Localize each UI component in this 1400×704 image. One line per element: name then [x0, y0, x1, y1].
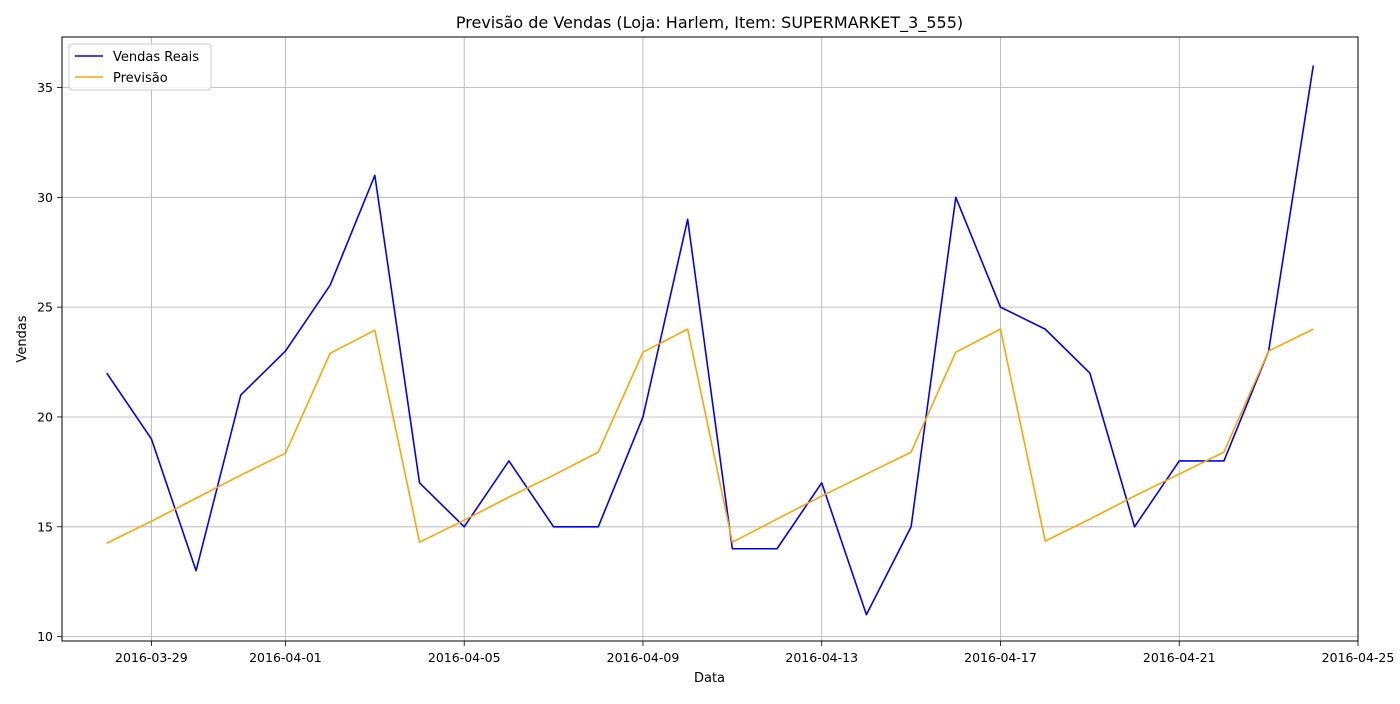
legend-label-vendas-reais: Vendas Reais [113, 50, 199, 65]
series-line-previsao [106, 328, 1314, 544]
y-axis-label: Vendas [15, 315, 30, 362]
series-layer [106, 65, 1315, 616]
legend-box [68, 43, 212, 91]
x-tick-label: 2016-04-21 [1143, 650, 1216, 665]
x-tick-label: 2016-04-17 [964, 650, 1037, 665]
y-tick-label: 20 [37, 409, 53, 424]
grid [62, 37, 1359, 641]
y-tick-label: 35 [37, 80, 53, 95]
legend: Vendas Reais Previsão [68, 43, 212, 91]
y-tick-label: 30 [37, 190, 53, 205]
x-axis: 2016-03-29 2016-04-01 2016-04-05 2016-04-09… [115, 641, 1394, 665]
legend-label-previsao: Previsão [113, 71, 168, 86]
x-tick-label: 2016-04-05 [428, 650, 501, 665]
x-tick-label: 2016-03-29 [115, 650, 188, 665]
x-tick-label: 2016-04-13 [785, 650, 858, 665]
y-tick-label: 15 [37, 519, 53, 534]
y-tick-label: 25 [37, 300, 53, 315]
x-tick-label: 2016-04-25 [1322, 650, 1395, 665]
y-tick-label: 10 [37, 629, 53, 644]
x-axis-label: Data [694, 671, 725, 686]
plot-area-frame [61, 36, 1359, 642]
x-tick-label: 2016-04-09 [607, 650, 680, 665]
chart-title: Previsão de Vendas (Loja: Harlem, Item: … [456, 13, 963, 33]
x-tick-label: 2016-04-01 [249, 650, 322, 665]
y-axis: 10 15 20 25 30 35 [37, 80, 62, 644]
series-line-vendas-reais [106, 65, 1315, 616]
